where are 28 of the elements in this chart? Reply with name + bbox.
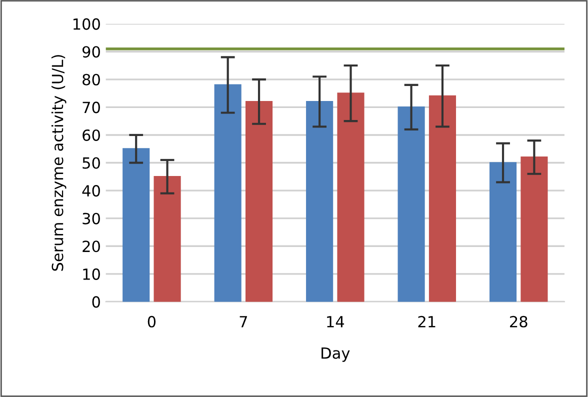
y-tick-label: 80 bbox=[82, 74, 100, 86]
y-tick-label: 60 bbox=[82, 129, 100, 141]
y-tick-label: 50 bbox=[82, 157, 100, 169]
bar bbox=[398, 106, 425, 302]
bar bbox=[520, 156, 548, 302]
bar bbox=[122, 148, 150, 302]
x-tick-label: 0 bbox=[148, 316, 156, 328]
y-tick-label: 70 bbox=[82, 102, 100, 114]
y-tick-label: 20 bbox=[82, 240, 100, 252]
x-tick-label: 28 bbox=[510, 316, 528, 328]
x-tick-label: 14 bbox=[327, 316, 344, 328]
y-tick-label: 40 bbox=[82, 185, 100, 197]
bar bbox=[489, 162, 517, 302]
x-axis-title: Day bbox=[322, 348, 350, 362]
bar bbox=[428, 95, 456, 302]
x-tick-label: 21 bbox=[418, 316, 436, 328]
y-axis-title: Serum enzyme activity (U/L) bbox=[51, 55, 66, 271]
y-tick-label: 10 bbox=[83, 268, 100, 280]
bar bbox=[214, 84, 242, 302]
y-tick-label: 90 bbox=[82, 46, 100, 58]
y-tick-label: 30 bbox=[82, 212, 100, 224]
x-tick-label: 7 bbox=[240, 316, 247, 328]
y-tick-label: 0 bbox=[92, 296, 100, 308]
y-tick-label: 100 bbox=[73, 18, 100, 30]
bar bbox=[306, 100, 334, 302]
bar bbox=[337, 92, 364, 302]
bar bbox=[245, 100, 273, 302]
bar bbox=[154, 176, 181, 302]
